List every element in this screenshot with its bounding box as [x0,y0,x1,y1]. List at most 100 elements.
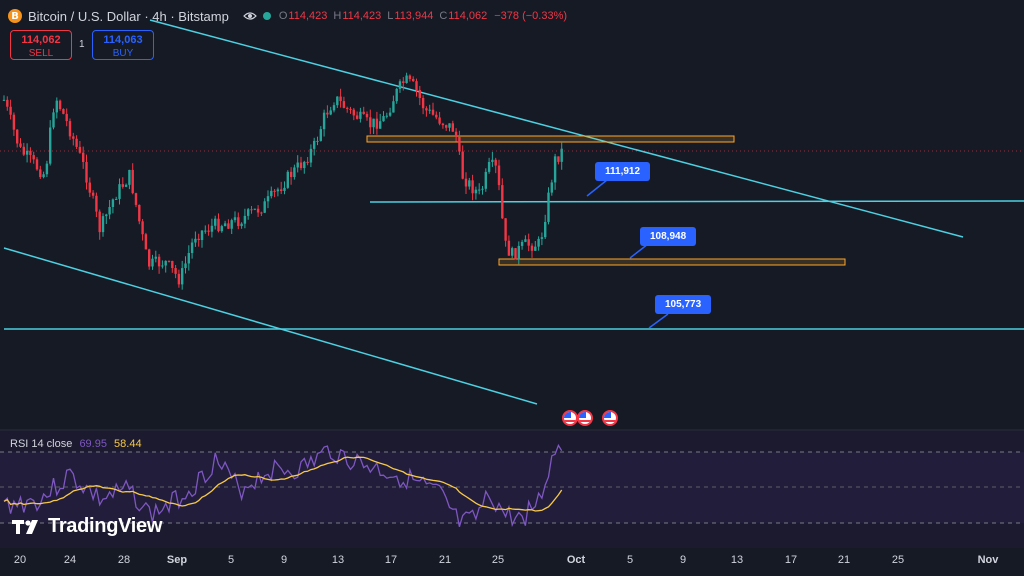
candle-body [32,155,35,160]
candle-body [461,151,464,179]
ohlc-high: H114,423 [333,10,382,22]
ohlc-close: C114,062 [439,10,488,22]
ohlc-open: O114,423 [278,10,328,22]
candle-body [190,242,194,254]
time-axis-label: 17 [384,554,398,566]
candle-body [421,98,425,109]
candle-body [497,165,501,186]
candle-body [105,214,108,217]
candle-body [326,112,329,115]
buy-label: BUY [112,48,134,59]
candle-body [309,148,313,163]
candle-body [286,171,289,188]
candle-body [392,101,395,113]
candle-body [78,146,82,153]
candle-body [342,101,346,108]
time-axis-label: 24 [63,554,77,566]
candle-body [167,260,171,262]
candle-body [138,204,141,222]
candle-body [217,218,220,232]
time-axis-label: 5 [227,554,235,566]
candle-body [372,118,375,128]
rsi-value: 69.95 [79,438,107,450]
candle-body [524,239,527,242]
label-pointer-2 [629,243,649,259]
candle-body [141,221,144,235]
symbol-header: B Bitcoin / U.S. Dollar · 4h · Bitstamp … [8,6,573,26]
candle-body [418,90,421,99]
candle-body [458,137,461,152]
candle-body [306,161,309,163]
bitcoin-icon: B [8,9,22,23]
candle-body [68,121,72,137]
rsi-line [3,443,563,528]
candle-body [415,81,418,91]
candle-body [220,226,223,232]
candle-body [174,268,177,274]
candle-body [88,182,91,193]
candle-body [471,180,474,194]
candle-body [45,163,49,175]
time-axis-label: Nov [977,554,999,566]
eye-icon[interactable] [242,9,257,23]
ohlc-low: L113,944 [387,10,434,22]
candle-body [379,121,382,129]
support-zone[interactable] [498,258,846,266]
candle-body [52,112,55,128]
candle-body [280,189,283,191]
candle-body [108,206,111,215]
resistance-zone[interactable] [366,135,735,143]
candle-body [296,162,299,168]
candle-body [408,75,412,79]
price-label-105773[interactable]: 105,773 [655,295,712,314]
spread-value: 1 [79,39,85,50]
candle-body [91,192,95,196]
candle-body [534,246,537,251]
candle-body [72,136,75,139]
candle-body [382,116,385,122]
symbol-title[interactable]: Bitcoin / U.S. Dollar · 4h · Bitstamp [28,8,229,24]
candle-body [322,112,326,130]
candle-body [329,110,332,115]
candle-body [233,217,237,221]
us-flag-event-icon[interactable] [562,410,578,426]
candle-body [214,218,217,226]
candle-body [448,123,451,128]
us-flag-event-icon[interactable] [577,410,593,426]
candle-body [431,109,435,115]
time-axis-label: 5 [626,554,634,566]
sell-label: SELL [28,48,54,59]
rsi-legend[interactable]: RSI 14 close 69.95 58.44 [10,438,142,450]
us-flag-event-icon[interactable] [602,410,618,426]
candle-body [550,182,553,193]
price-chart[interactable] [0,0,1024,548]
candle-body [435,114,438,118]
label-pointer-1 [586,179,608,197]
time-axis-label: Sep [166,554,188,566]
candle-body [42,174,45,178]
lower-trendline[interactable] [3,247,538,405]
candle-body [247,209,250,216]
upper-trendline[interactable] [149,19,964,238]
time-axis-label: 21 [438,554,452,566]
candle-body [346,107,349,109]
time-axis-label: 9 [280,554,288,566]
candle-body [365,113,369,118]
time-axis[interactable]: 20 24 28 Sep 5 9 13 17 21 25 Oct 5 9 13 17 21 25 Nov [0,548,1024,576]
candle-body [263,201,266,213]
buy-button[interactable]: 114,063 BUY [92,30,154,60]
candle-body [491,159,494,162]
horizontal-line-111912[interactable] [369,200,1024,203]
candle-body [303,161,306,169]
price-label-108948[interactable]: 108,948 [640,227,697,246]
candle-body [402,81,405,84]
candle-body [118,184,121,199]
candle-body [227,223,230,229]
candle-body [181,268,184,285]
candle-body [157,256,161,267]
candle-body [557,156,560,162]
candle-body [468,180,471,187]
sell-button[interactable]: 114,062 SELL [10,30,72,60]
candle-body [398,81,402,89]
price-label-111912[interactable]: 111,912 [595,162,651,181]
